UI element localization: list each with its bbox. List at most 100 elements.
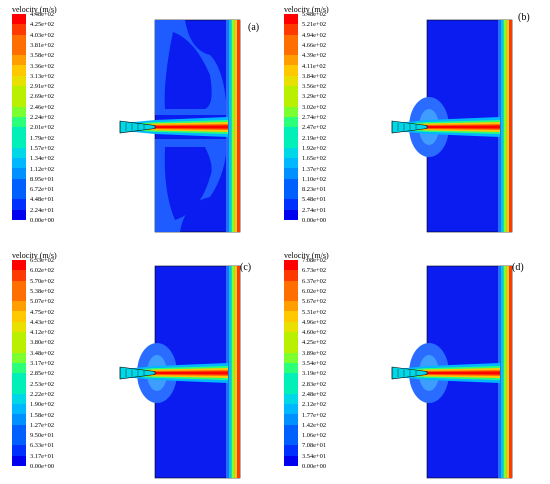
color-swatch — [284, 342, 298, 353]
legend-tick-label: 1.58e+02 — [30, 411, 55, 419]
color-swatch — [284, 352, 298, 363]
legend-tick-label: 4.48e+01 — [30, 196, 55, 204]
color-swatch — [284, 65, 298, 76]
legend-tick-label: 3.80e+02 — [30, 339, 55, 347]
legend-tick-label: 3.89e+02 — [302, 349, 327, 357]
color-swatch — [284, 393, 298, 405]
wall-boundary-band — [506, 266, 510, 478]
color-swatch — [12, 260, 26, 271]
color-swatch — [284, 445, 298, 456]
legend-tick-label: 2.46e+02 — [30, 103, 55, 111]
legend-tick-label: 2.69e+02 — [30, 93, 55, 101]
wall-boundary-band — [228, 266, 232, 478]
color-bar — [284, 260, 298, 466]
legend-tick-label: 6.02e+02 — [30, 267, 55, 275]
legend-title: velocity (m/s) — [284, 251, 329, 260]
legend-tick-label: 3.48e+02 — [30, 349, 55, 357]
legend-tick-label: 1.10e+02 — [302, 175, 327, 183]
color-swatch — [284, 311, 298, 322]
color-swatch — [12, 75, 26, 87]
legend-tick-label: 1.34e+02 — [30, 155, 55, 163]
legend-tick-label: 2.47e+02 — [302, 124, 327, 132]
color-swatch — [12, 383, 26, 394]
color-bar — [12, 260, 26, 466]
legend-tick-label: 1.65e+02 — [302, 155, 327, 163]
legend-tick-label: 2.48e+02 — [302, 390, 327, 398]
legend-tick-label: 2.74e+01 — [302, 206, 327, 214]
legend-tick-label: 3.84e+02 — [302, 72, 327, 80]
color-swatch — [284, 75, 298, 87]
wall-boundary-band — [500, 20, 504, 232]
panel-c: velocity (m/s) 6.33e+02 6.02e+02 5.70e+02 5.… — [0, 248, 270, 484]
velocity-contour-plot — [391, 265, 513, 479]
color-swatch — [284, 168, 298, 179]
recirculation-zone — [164, 147, 212, 220]
legend-tick-label: 3.81e+02 — [30, 41, 55, 49]
color-swatch — [12, 435, 26, 446]
wall-boundary-band — [500, 266, 504, 478]
color-swatch — [12, 321, 26, 333]
legend-tick-label: 7.08e+02 — [302, 257, 327, 264]
color-swatch — [284, 116, 298, 128]
legend-tick-label: 2.74e+02 — [302, 114, 327, 121]
legend-tick-label: 2.12e+02 — [302, 401, 327, 409]
legend-tick-label: 6.02e+02 — [302, 287, 327, 295]
legend-tick-label: 6.72e+01 — [30, 186, 55, 194]
legend-tick-label: 5.38e+02 — [30, 287, 55, 295]
legend-tick-label: 3.17e+01 — [30, 452, 55, 460]
legend-tick-label: 8.23e+01 — [302, 186, 327, 194]
legend-tick-label: 3.19e+02 — [302, 370, 327, 378]
wall-boundary-band — [237, 266, 240, 478]
legend-tick-label: 4.39e+02 — [302, 52, 327, 60]
color-swatch — [12, 55, 26, 66]
color-swatch — [12, 147, 26, 159]
wall-boundary-band — [509, 20, 512, 232]
panel-label: (d) — [512, 262, 524, 273]
legend-tick-label: 6.33e+02 — [30, 257, 55, 264]
color-swatch — [12, 301, 26, 312]
color-swatch — [12, 352, 26, 363]
color-swatch — [12, 34, 26, 45]
color-swatch — [284, 455, 298, 466]
legend-tick-label: 4.03e+02 — [30, 31, 55, 39]
legend-tick-label: 2.24e+01 — [30, 206, 55, 214]
color-swatch — [284, 435, 298, 446]
wall-boundary-band — [231, 20, 235, 232]
legend-tick-label: 1.27e+02 — [30, 421, 55, 429]
panel-a: velocity (m/s) 4.48e+02 4.25e+02 4.03e+02 3.… — [0, 2, 270, 238]
wall-boundary-band — [234, 20, 238, 232]
panel-b: velocity (m/s) 5.48e+02 5.21e+02 4.94e+02 4.… — [272, 2, 542, 238]
legend-tick-label: 3.13e+02 — [30, 72, 55, 80]
color-swatch — [284, 414, 298, 425]
legend-tick-label: 1.92e+02 — [302, 144, 327, 152]
velocity-contour-plot — [119, 265, 241, 479]
color-swatch — [12, 290, 26, 302]
color-swatch — [12, 393, 26, 405]
legend-tick-label: 4.43e+02 — [30, 318, 55, 326]
wall-boundary-band — [231, 266, 235, 478]
velocity-contour-plot — [391, 19, 513, 233]
color-swatch — [284, 189, 298, 200]
color-swatch — [12, 332, 26, 343]
legend-title: velocity (m/s) — [12, 251, 57, 260]
legend-tick-label: 3.36e+02 — [30, 62, 55, 70]
color-swatch — [284, 301, 298, 312]
legend-tick-label: 5.67e+02 — [302, 298, 327, 306]
legend-tick-label: 2.24e+02 — [30, 114, 55, 121]
legend-tick-label: 1.06e+02 — [302, 432, 327, 440]
color-swatch — [284, 290, 298, 302]
legend-tick-label: 5.70e+02 — [30, 277, 55, 285]
color-swatch — [12, 311, 26, 322]
color-swatch — [284, 86, 298, 97]
legend-tick-label: 3.58e+02 — [30, 52, 55, 60]
color-swatch — [12, 168, 26, 179]
color-bar — [284, 14, 298, 220]
legend-tick-label: 2.83e+02 — [302, 380, 327, 388]
color-bar — [12, 14, 26, 220]
color-swatch — [284, 383, 298, 394]
panel-label: (c) — [240, 262, 252, 273]
color-swatch — [284, 321, 298, 333]
color-swatch — [284, 332, 298, 343]
color-swatch — [12, 14, 26, 25]
legend-tick-label: 3.29e+02 — [302, 93, 327, 101]
